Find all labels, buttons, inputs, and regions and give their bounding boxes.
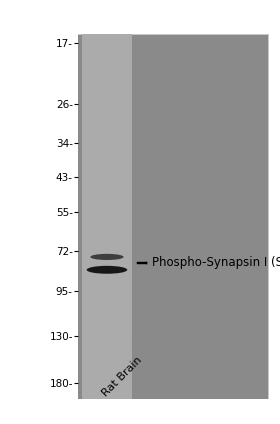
Ellipse shape bbox=[90, 254, 123, 260]
Text: Rat Brain: Rat Brain bbox=[100, 355, 143, 399]
Text: Phospho-Synapsin I (Ser9): Phospho-Synapsin I (Ser9) bbox=[152, 256, 280, 269]
Ellipse shape bbox=[87, 266, 127, 274]
Bar bbox=[78, 34, 269, 399]
Bar bbox=[82, 34, 132, 399]
